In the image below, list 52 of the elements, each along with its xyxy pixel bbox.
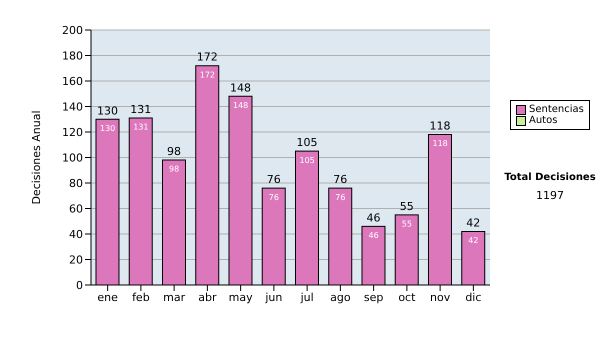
y-tick-label: 40 [69,228,83,241]
data-label: 118 [432,139,448,148]
annotation: 131 [130,102,152,116]
x-tick-label: mar [163,290,186,304]
annotation: 42 [466,216,480,230]
y-tick-label: 100 [62,151,83,164]
data-label: 76 [268,192,279,202]
data-label: 98 [169,164,180,174]
data-label: 105 [299,156,315,165]
data-label: 42 [468,236,478,246]
x-tick-label: jun [264,290,282,304]
y-tick-label: 180 [62,49,83,62]
y-tick-label: 160 [62,74,83,88]
y-tick-label: 140 [62,100,83,114]
data-label: 55 [402,220,412,229]
y-tick-label: 200 [62,24,83,37]
x-tick-label: abr [198,290,217,304]
data-label: 46 [368,231,379,240]
x-tick-label: ene [97,290,118,304]
annotation: 55 [400,200,414,213]
data-label: 76 [335,192,346,202]
x-tick-label: may [228,290,254,304]
annotation: 148 [230,81,251,94]
data-label: 130 [100,124,116,133]
annotation: 46 [366,211,380,224]
x-tick-label: oct [398,290,416,304]
annotation: 130 [96,104,118,118]
y-tick-label: 0 [76,278,83,292]
text: 1197 [535,189,565,202]
legend-label: Autos [529,115,558,126]
data-label: 172 [200,70,216,80]
legend-label: Sentencias [529,104,584,115]
data-label: 148 [232,100,248,110]
annotation: 76 [266,173,281,186]
x-tick-label: nov [430,290,451,304]
x-tick-label: dic [465,290,482,304]
y-tick-label: 80 [69,176,83,190]
x-tick-label: sep [364,290,384,304]
annotation: 76 [333,173,348,186]
y-tick-label: 120 [62,126,83,139]
y-tick-label: 60 [69,202,83,216]
x-tick-label: ago [330,290,351,304]
annotation: 105 [296,136,318,150]
text: Total Decisiones [503,172,597,183]
data-label: 131 [133,122,149,132]
annotation: 118 [429,120,450,133]
y-axis-title: Decisiones Anual [30,110,43,205]
x-tick-label: feb [132,290,150,304]
y-tick-label: 20 [69,253,83,266]
x-tick-label: jul [300,290,314,304]
annotation: 98 [166,145,181,158]
annotation: 172 [196,50,218,64]
